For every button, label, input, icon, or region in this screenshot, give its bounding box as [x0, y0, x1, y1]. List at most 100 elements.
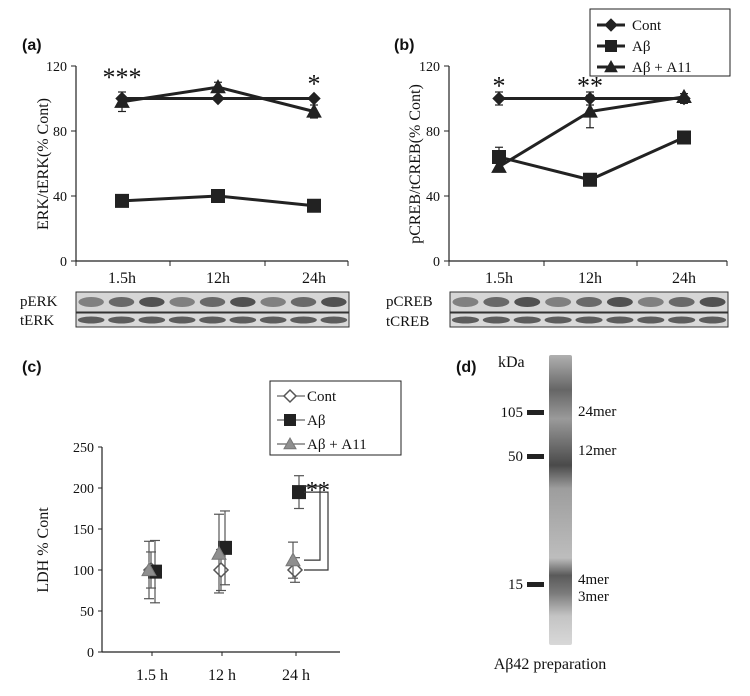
gel-marker-bar [527, 582, 544, 587]
blot-a-label-1: pERK [20, 294, 58, 310]
panel-c-ylabel: LDH % Cont [35, 507, 52, 593]
blot-band [575, 316, 603, 324]
legend-b: Cont Aβ Aβ + A11 [589, 8, 731, 77]
gel-marker-label: 105 [501, 405, 524, 421]
panel-b-ylabel: pCREB/tCREB(% Cont) [407, 84, 424, 244]
y-tick-label: 80 [53, 125, 67, 140]
legend-label: Cont [307, 389, 337, 405]
data-point [211, 545, 227, 560]
blot-band [77, 316, 105, 324]
y-tick-label: 0 [433, 255, 440, 270]
legend-marker [604, 59, 618, 73]
significance-mark: * [308, 70, 321, 99]
blot-band [108, 297, 135, 307]
data-point [292, 485, 306, 500]
blot-band [514, 297, 541, 307]
data-point [211, 91, 225, 106]
gel-caption: Aβ42 preparation [494, 656, 607, 673]
blot-a-label-2: tERK [20, 313, 54, 329]
legend-label: Aβ + A11 [307, 437, 367, 453]
x-tick-label: 12 h [208, 667, 236, 684]
gel-band-label: 12mer [578, 443, 616, 459]
gel-band-label: 4mer [578, 572, 609, 588]
blot-band [544, 316, 572, 324]
blot-b-label-1: pCREB [386, 294, 433, 310]
legend-label: Aβ [307, 413, 325, 429]
blot-band [199, 316, 226, 324]
blot-band [169, 297, 195, 307]
blot-band [668, 316, 696, 324]
legend-label: Cont [632, 18, 662, 34]
legend-marker [283, 436, 297, 450]
blot-band [321, 297, 347, 307]
blot-band [545, 297, 572, 307]
blot-band [290, 316, 317, 324]
blot-band [78, 297, 104, 307]
blot-band [452, 297, 479, 307]
data-point [492, 150, 506, 164]
significance-bracket [304, 491, 329, 571]
panel-c: (c) LDH % Cont 0 50 100 150 200 250 1.5 h 12 h 2… [22, 359, 402, 684]
gel-band-label: 24mer [578, 404, 616, 420]
y-tick-label: 250 [73, 441, 94, 456]
significance-mark: ** [306, 478, 330, 504]
blot-a: pERK tERK [20, 291, 350, 329]
y-tick-label: 120 [419, 60, 440, 75]
x-tick-label: 1.5h [108, 270, 136, 287]
y-tick-label: 0 [87, 646, 94, 661]
blot-b-label-2: tCREB [386, 314, 429, 330]
y-tick-label: 80 [426, 125, 440, 140]
data-point [114, 93, 130, 108]
y-tick-label: 150 [73, 523, 94, 538]
y-tick-label: 120 [46, 60, 67, 75]
blot-band [637, 297, 664, 307]
y-tick-label: 0 [60, 255, 67, 270]
panel-b-label: (b) [394, 37, 414, 54]
blot-band [168, 316, 196, 324]
panel-a-ylabel: ERK/tERK(% Cont) [35, 98, 52, 230]
blot-band [259, 316, 287, 324]
panel-a: (a) ERK/tERK(% Cont) 0 40 80 120 1.5h 12h 24h *… [20, 37, 350, 329]
blot-band [606, 316, 634, 324]
legend-label: Aβ + A11 [632, 60, 692, 76]
data-point [582, 103, 598, 118]
x-tick-label: 24 h [282, 667, 310, 684]
data-point [285, 552, 301, 567]
blot-band [108, 316, 135, 324]
data-point [676, 88, 692, 103]
data-point [306, 103, 322, 118]
y-tick-label: 100 [73, 564, 94, 579]
panel-d-label: (d) [456, 359, 476, 376]
gel-unit-label: kDa [498, 354, 525, 371]
blot-band [260, 297, 286, 307]
blot-band [483, 297, 510, 307]
gel-marker-label: 50 [508, 449, 523, 465]
blot-band [482, 316, 510, 324]
significance-mark: *** [103, 63, 142, 92]
gel-lane [549, 355, 572, 645]
data-point [492, 91, 506, 106]
blot-band [698, 316, 727, 324]
legend-c: Cont Aβ Aβ + A11 [269, 380, 402, 456]
data-point [491, 158, 507, 173]
panel-a-label: (a) [22, 37, 42, 54]
blot-band [139, 297, 165, 307]
gel-band-label: 3mer [578, 589, 609, 605]
data-point [212, 561, 230, 579]
blot-band [229, 316, 257, 324]
legend-marker [605, 40, 617, 52]
panel-b: (b) pCREB/tCREB(% Cont) 0 40 80 120 1.5h 12h 2… [386, 8, 731, 330]
data-point [307, 198, 321, 213]
legend-marker [604, 18, 618, 32]
x-tick-label: 24h [302, 270, 326, 287]
data-point [115, 193, 129, 208]
blot-b: pCREB tCREB [386, 291, 729, 330]
panel-c-label: (c) [22, 359, 42, 376]
x-tick-label: 24h [672, 270, 696, 287]
data-point [141, 561, 157, 577]
data-point [583, 172, 597, 187]
x-tick-label: 12h [206, 270, 230, 287]
